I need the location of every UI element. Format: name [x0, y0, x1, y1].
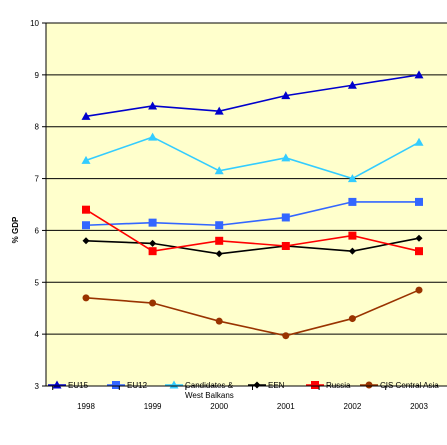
y-tick-label: 4	[35, 330, 40, 339]
data-point	[415, 197, 423, 206]
data-point	[282, 332, 290, 340]
data-point	[281, 153, 291, 162]
data-point	[281, 213, 290, 222]
y-tick-label: 6	[35, 226, 40, 235]
series-line	[85, 209, 420, 253]
data-point	[414, 137, 424, 146]
data-point	[214, 106, 224, 115]
data-point	[347, 174, 357, 183]
data-point	[414, 70, 424, 79]
data-point	[82, 237, 90, 245]
y-tick-label: 8	[35, 123, 40, 132]
data-point	[81, 155, 91, 164]
data-point	[215, 221, 224, 230]
x-tick-label: 2000	[210, 402, 228, 411]
x-tick-label: 2003	[410, 402, 428, 411]
legend-item: Candidates &West Balkans	[165, 380, 234, 400]
x-tick-label: 2002	[344, 402, 362, 411]
data-point	[149, 239, 157, 247]
data-point	[148, 218, 157, 227]
data-point	[215, 250, 223, 258]
data-point	[82, 221, 90, 230]
y-tick-label: 3	[35, 382, 40, 391]
data-point	[347, 80, 357, 89]
series-line	[85, 136, 420, 180]
data-point	[281, 241, 290, 250]
series-line	[85, 201, 419, 227]
x-tick-label: 2001	[277, 402, 295, 411]
series-eu15	[81, 70, 424, 120]
y-axis-title: % GDP	[11, 216, 20, 243]
data-point	[81, 111, 91, 120]
data-point	[415, 286, 423, 294]
data-point	[214, 166, 224, 175]
data-point	[415, 234, 423, 242]
series-cis-central-asia	[82, 286, 423, 340]
data-point	[82, 294, 90, 302]
legend-marker	[311, 381, 319, 389]
data-point	[148, 247, 157, 256]
series-russia	[82, 205, 423, 256]
series-candidates-west-balkans	[81, 132, 424, 183]
data-point	[82, 205, 90, 214]
data-point	[348, 231, 357, 240]
data-point	[215, 317, 223, 325]
series-line	[85, 237, 420, 255]
data-point	[148, 101, 158, 110]
plot-background	[46, 23, 447, 386]
x-tick-label: 1999	[144, 402, 162, 411]
data-point	[348, 247, 356, 255]
y-tick-label: 10	[30, 19, 39, 28]
data-point	[348, 315, 356, 323]
data-point	[215, 236, 224, 245]
y-tick-label: 5	[35, 278, 40, 287]
legend-label: West Balkans	[185, 391, 234, 400]
legend-marker	[365, 381, 373, 389]
legend-marker	[112, 381, 120, 389]
y-tick-label: 7	[35, 175, 40, 184]
data-point	[348, 197, 357, 206]
x-tick-label: 1998	[77, 402, 95, 411]
data-point	[281, 91, 291, 100]
y-tick-label: 9	[35, 71, 40, 80]
data-point	[149, 299, 157, 307]
data-point	[148, 132, 158, 141]
plot-area	[46, 22, 447, 386]
legend-marker	[253, 381, 261, 389]
series-line	[85, 74, 420, 118]
data-point	[415, 247, 423, 256]
series-layer	[81, 70, 424, 340]
series-eu12	[82, 197, 423, 230]
axes: 3 4 5 6 7 8 9 10 1998 1999 2000 2001 2002 2003 % GDP	[11, 19, 447, 411]
series-line	[85, 289, 420, 337]
